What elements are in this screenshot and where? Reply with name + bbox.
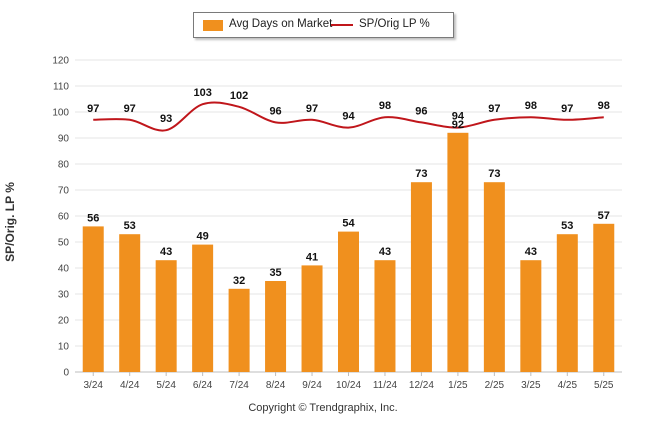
bar-value-label: 43: [160, 246, 172, 258]
line-value-label: 98: [598, 100, 610, 112]
bar-value-label: 73: [415, 168, 427, 180]
y-tick-label: 30: [58, 290, 70, 301]
bar-value-label: 54: [342, 218, 355, 230]
x-tick-label: 3/25: [521, 380, 541, 391]
y-tick-label: 20: [58, 316, 70, 327]
bar: [82, 226, 104, 372]
bar-value-label: 49: [197, 231, 209, 243]
x-tick-label: 11/24: [373, 380, 398, 391]
legend-line-label: SP/Orig LP %: [359, 18, 430, 30]
x-tick-label: 12/24: [409, 380, 434, 391]
bar: [447, 132, 469, 372]
bar: [520, 260, 542, 372]
bar: [228, 288, 250, 372]
x-tick-label: 2/25: [485, 380, 505, 391]
line-value-label: 98: [379, 100, 391, 112]
line-value-label: 97: [87, 103, 99, 115]
bar: [483, 182, 505, 372]
line-series-sp-orig-lp: [93, 101, 604, 132]
bar-value-label: 32: [233, 275, 245, 287]
legend-bar-swatch: [203, 20, 223, 31]
legend: Avg Days on Market SP/Orig LP %: [193, 12, 454, 38]
y-tick-label: 110: [53, 82, 69, 93]
y-tick-label: 90: [58, 134, 70, 145]
bar-value-label: 56: [87, 212, 99, 224]
y-tick-label: 50: [58, 238, 70, 249]
bar-value-label: 35: [269, 267, 281, 279]
bar: [301, 265, 323, 372]
y-tick-label: 100: [52, 108, 69, 119]
y-tick-label: 60: [58, 212, 70, 223]
line-value-label: 102: [230, 90, 248, 102]
x-tick-label: 3/24: [83, 380, 103, 391]
line-value-label: 98: [525, 100, 537, 112]
bar: [119, 234, 141, 372]
bar-value-label: 73: [488, 168, 500, 180]
x-tick-label: 1/25: [448, 380, 468, 391]
y-tick-label: 40: [58, 264, 70, 275]
bar-value-label: 43: [525, 246, 537, 258]
y-tick-label: 120: [52, 56, 69, 67]
x-tick-label: 9/24: [302, 380, 322, 391]
line-value-label: 94: [342, 111, 355, 123]
line-value-label: 94: [452, 111, 465, 123]
bar-value-label: 92: [452, 119, 464, 131]
y-tick-label: 10: [58, 342, 70, 353]
line-value-label: 97: [306, 103, 318, 115]
y-tick-label: 0: [63, 368, 69, 379]
bar-value-label: 53: [561, 220, 573, 232]
legend-bar-label: Avg Days on Market: [229, 18, 333, 30]
y-tick-label: 80: [58, 160, 70, 171]
bar: [593, 223, 615, 372]
bar: [410, 182, 432, 372]
bar: [556, 234, 578, 372]
bar-value-label: 41: [306, 251, 318, 263]
x-tick-label: 4/25: [558, 380, 578, 391]
line-value-label: 97: [488, 103, 500, 115]
bar-value-label: 57: [598, 210, 610, 222]
x-tick-label: 7/24: [229, 380, 249, 391]
x-tick-label: 6/24: [193, 380, 213, 391]
bar: [338, 231, 359, 372]
x-tick-label: 8/24: [266, 380, 286, 391]
x-tick-label: 4/24: [120, 380, 140, 391]
bar-value-label: 43: [379, 246, 391, 258]
bar-value-label: 53: [124, 220, 136, 232]
y-tick-label: 70: [58, 186, 70, 197]
x-tick-label: 5/24: [156, 380, 176, 391]
legend-line-swatch: [331, 24, 353, 26]
copyright-text: Copyright © Trendgraphix, Inc.: [248, 402, 398, 414]
bar: [374, 260, 396, 372]
line-value-label: 97: [561, 103, 573, 115]
x-tick-label: 5/25: [594, 380, 614, 391]
bar: [155, 260, 177, 372]
line-value-label: 96: [415, 105, 427, 117]
line-value-label: 103: [193, 87, 211, 99]
bar: [192, 244, 214, 372]
line-value-label: 97: [124, 103, 136, 115]
x-tick-label: 10/24: [336, 380, 361, 391]
line-value-label: 96: [269, 105, 281, 117]
line-value-label: 93: [160, 113, 172, 125]
bar: [265, 281, 287, 372]
